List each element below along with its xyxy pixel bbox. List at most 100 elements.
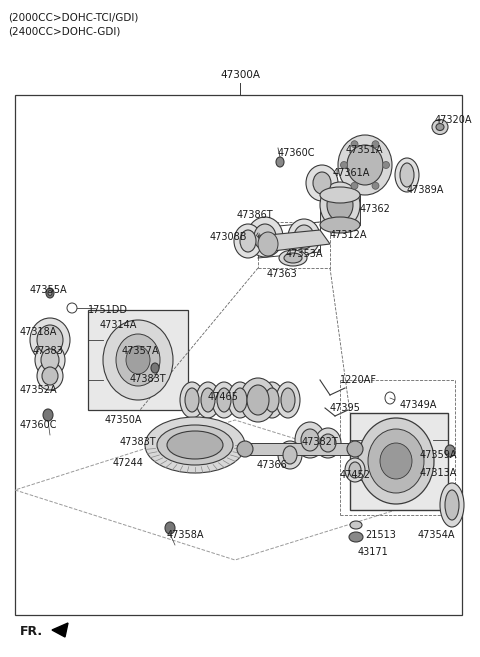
Ellipse shape bbox=[445, 490, 459, 520]
Text: 47383T: 47383T bbox=[130, 374, 167, 384]
Ellipse shape bbox=[320, 434, 336, 452]
Text: (2000CC>DOHC-TCI/GDI): (2000CC>DOHC-TCI/GDI) bbox=[8, 12, 138, 22]
Ellipse shape bbox=[288, 219, 320, 255]
Text: 47383T: 47383T bbox=[120, 437, 156, 447]
Text: 47360C: 47360C bbox=[20, 420, 58, 430]
Ellipse shape bbox=[157, 425, 233, 465]
Text: 47452: 47452 bbox=[340, 470, 371, 480]
Text: 47244: 47244 bbox=[113, 458, 144, 468]
Text: 47389A: 47389A bbox=[407, 185, 444, 195]
Text: 47351A: 47351A bbox=[346, 145, 384, 155]
Text: 47361A: 47361A bbox=[333, 168, 371, 178]
Text: (2400CC>DOHC-GDI): (2400CC>DOHC-GDI) bbox=[8, 26, 120, 36]
Text: 47358A: 47358A bbox=[167, 530, 204, 540]
Ellipse shape bbox=[260, 382, 284, 418]
Text: 47300A: 47300A bbox=[220, 70, 260, 80]
Ellipse shape bbox=[350, 521, 362, 529]
Ellipse shape bbox=[278, 441, 302, 469]
Text: 47383: 47383 bbox=[33, 346, 64, 356]
Text: FR.: FR. bbox=[20, 625, 43, 638]
Ellipse shape bbox=[165, 522, 175, 534]
Text: 47349A: 47349A bbox=[400, 400, 437, 410]
Ellipse shape bbox=[358, 418, 434, 504]
Ellipse shape bbox=[185, 388, 199, 412]
Ellipse shape bbox=[103, 320, 173, 400]
Text: 47357A: 47357A bbox=[122, 346, 160, 356]
Ellipse shape bbox=[116, 334, 160, 386]
Ellipse shape bbox=[345, 458, 365, 482]
Text: 47359A: 47359A bbox=[420, 450, 457, 460]
Text: 47386T: 47386T bbox=[237, 210, 274, 220]
Ellipse shape bbox=[46, 288, 54, 298]
Ellipse shape bbox=[440, 483, 464, 527]
Ellipse shape bbox=[247, 217, 283, 257]
Ellipse shape bbox=[48, 290, 52, 296]
Ellipse shape bbox=[383, 162, 389, 168]
Ellipse shape bbox=[249, 388, 263, 412]
Ellipse shape bbox=[217, 388, 231, 412]
Ellipse shape bbox=[400, 163, 414, 187]
Text: 47382T: 47382T bbox=[302, 437, 339, 447]
Polygon shape bbox=[258, 230, 330, 252]
Ellipse shape bbox=[294, 225, 314, 249]
Ellipse shape bbox=[432, 120, 448, 135]
Ellipse shape bbox=[313, 172, 331, 194]
Ellipse shape bbox=[234, 224, 262, 258]
Text: 47354A: 47354A bbox=[418, 530, 456, 540]
Bar bbox=[245, 443, 355, 455]
Ellipse shape bbox=[320, 187, 360, 203]
Ellipse shape bbox=[295, 422, 325, 458]
Ellipse shape bbox=[340, 162, 348, 168]
Bar bbox=[320, 195, 360, 225]
Ellipse shape bbox=[395, 158, 419, 192]
Ellipse shape bbox=[281, 388, 295, 412]
Ellipse shape bbox=[43, 409, 53, 421]
Text: 47350A: 47350A bbox=[105, 415, 143, 425]
Ellipse shape bbox=[347, 145, 383, 185]
Ellipse shape bbox=[233, 388, 247, 412]
Ellipse shape bbox=[201, 388, 215, 412]
Ellipse shape bbox=[351, 141, 358, 148]
Ellipse shape bbox=[35, 343, 65, 377]
Ellipse shape bbox=[228, 382, 252, 418]
Ellipse shape bbox=[368, 429, 424, 493]
Ellipse shape bbox=[265, 388, 279, 412]
Ellipse shape bbox=[436, 124, 444, 131]
Ellipse shape bbox=[315, 428, 341, 458]
Text: 47318A: 47318A bbox=[20, 327, 58, 337]
Text: 47366: 47366 bbox=[257, 460, 288, 470]
Ellipse shape bbox=[445, 445, 455, 457]
Ellipse shape bbox=[42, 367, 58, 385]
Ellipse shape bbox=[351, 182, 358, 189]
Ellipse shape bbox=[276, 382, 300, 418]
Ellipse shape bbox=[151, 363, 159, 373]
Ellipse shape bbox=[247, 385, 269, 415]
Ellipse shape bbox=[283, 446, 297, 464]
Ellipse shape bbox=[306, 165, 338, 201]
Text: 21513: 21513 bbox=[365, 530, 396, 540]
Ellipse shape bbox=[349, 532, 363, 542]
Text: 47308B: 47308B bbox=[209, 232, 247, 242]
Ellipse shape bbox=[380, 443, 412, 479]
Ellipse shape bbox=[237, 441, 253, 457]
Ellipse shape bbox=[327, 189, 353, 221]
Ellipse shape bbox=[372, 141, 379, 148]
Text: 47362: 47362 bbox=[360, 204, 391, 214]
Ellipse shape bbox=[320, 182, 360, 228]
Ellipse shape bbox=[126, 346, 150, 374]
Text: 47312A: 47312A bbox=[330, 230, 368, 240]
Ellipse shape bbox=[240, 378, 276, 422]
Text: 1751DD: 1751DD bbox=[88, 305, 128, 315]
Ellipse shape bbox=[180, 382, 204, 418]
Ellipse shape bbox=[41, 349, 59, 371]
Text: 47363: 47363 bbox=[267, 269, 298, 279]
Ellipse shape bbox=[347, 441, 363, 457]
Ellipse shape bbox=[145, 417, 245, 473]
Text: 47465: 47465 bbox=[208, 392, 239, 402]
Text: 47355A: 47355A bbox=[30, 285, 68, 295]
Ellipse shape bbox=[301, 429, 319, 451]
Text: 47314A: 47314A bbox=[100, 320, 137, 330]
Ellipse shape bbox=[254, 224, 276, 250]
Text: 47320A: 47320A bbox=[435, 115, 472, 125]
Bar bbox=[15, 95, 462, 615]
